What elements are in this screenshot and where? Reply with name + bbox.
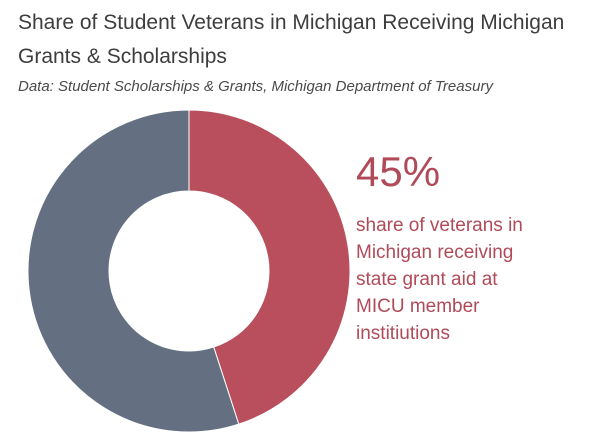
- donut-slice-0: [188, 109, 351, 425]
- donut-slice-1: [27, 109, 240, 433]
- chart-subtitle: Data: Student Scholarships & Grants, Mic…: [18, 78, 493, 95]
- highlight-caption: share of veterans in Michigan receiving …: [356, 215, 523, 344]
- chart-title: Share of Student Veterans in Michigan Re…: [18, 11, 565, 68]
- highlight-value: 45%: [356, 148, 441, 195]
